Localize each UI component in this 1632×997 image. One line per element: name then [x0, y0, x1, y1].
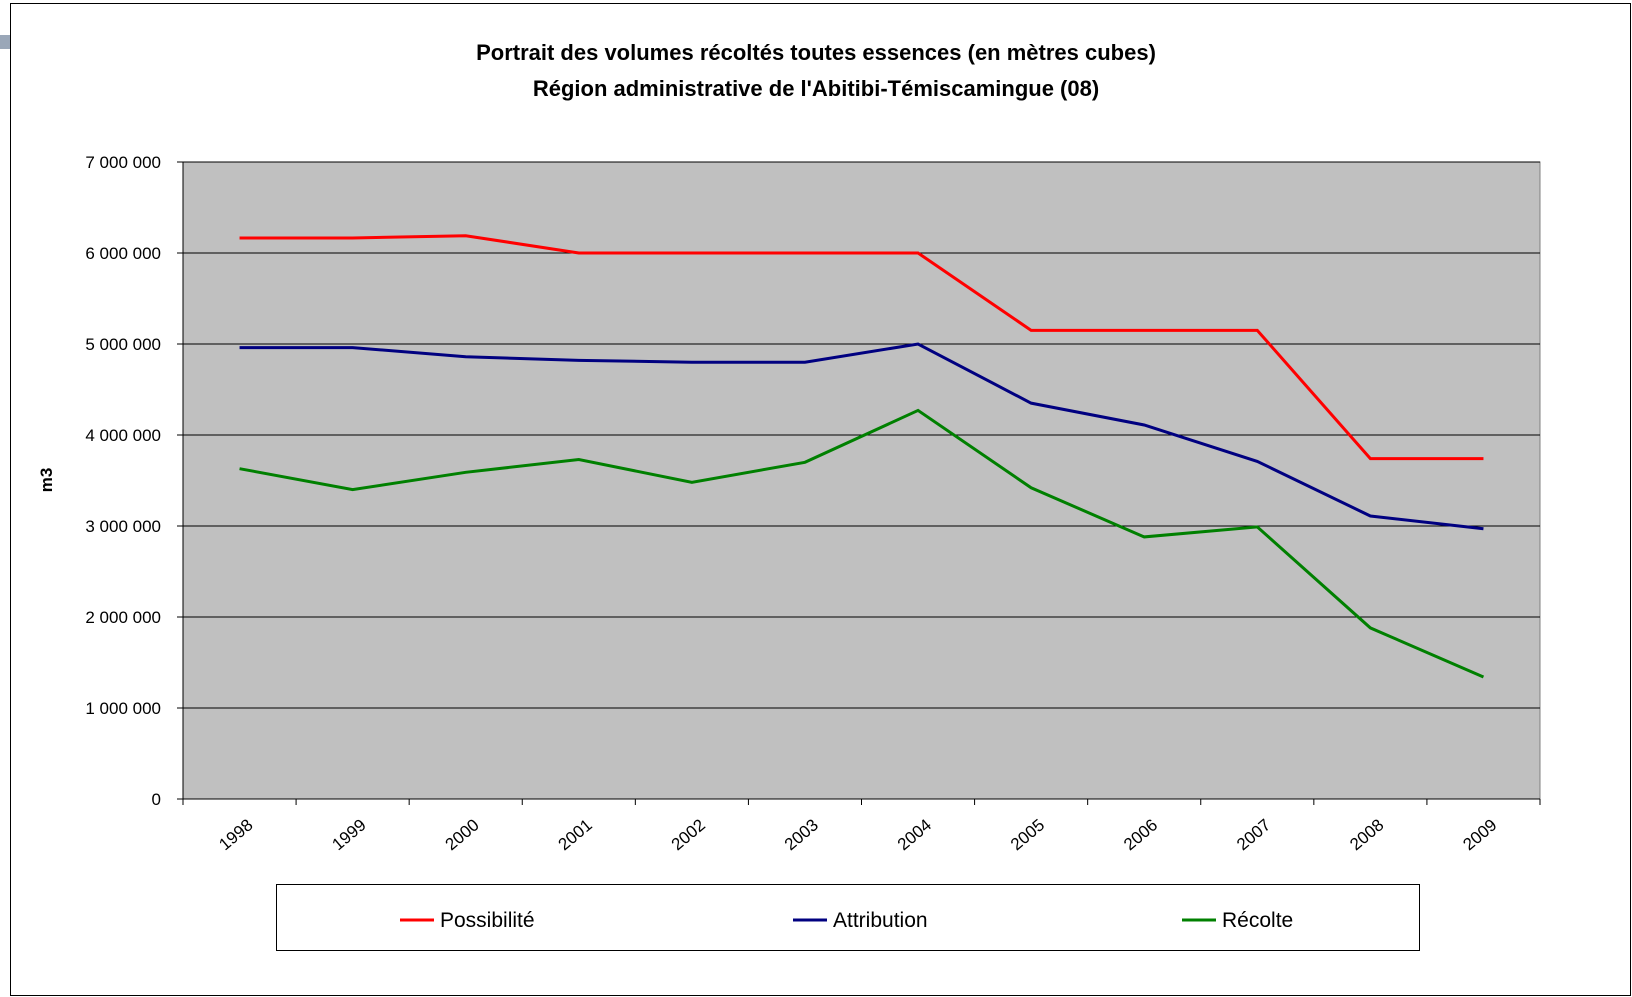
legend-label: Possibilité [440, 909, 535, 932]
data-line [239, 234, 1484, 461]
y-tick-label: 2 000 000 [85, 608, 161, 627]
chart-title: Portrait des volumes récoltés toutes ess… [476, 40, 1156, 65]
chart-subtitle: Région administrative de l'Abitibi-Témis… [533, 76, 1099, 101]
y-tick-label: 4 000 000 [85, 426, 161, 445]
y-tick-label: 7 000 000 [85, 153, 161, 172]
y-tick-label: 5 000 000 [85, 335, 161, 354]
legend-label: Attribution [833, 909, 928, 932]
y-tick-label: 3 000 000 [85, 517, 161, 536]
legend-box [276, 884, 1420, 951]
window-tab [0, 35, 10, 49]
y-tick-label: 1 000 000 [85, 699, 161, 718]
data-line [239, 408, 1485, 679]
plot-area [182, 161, 1541, 800]
legend-label: Récolte [1222, 909, 1293, 932]
y-tick-label: 6 000 000 [85, 244, 161, 263]
data-line [239, 342, 1484, 531]
y-tick-label: 0 [152, 790, 161, 809]
y-axis-label: m3 [37, 468, 56, 493]
